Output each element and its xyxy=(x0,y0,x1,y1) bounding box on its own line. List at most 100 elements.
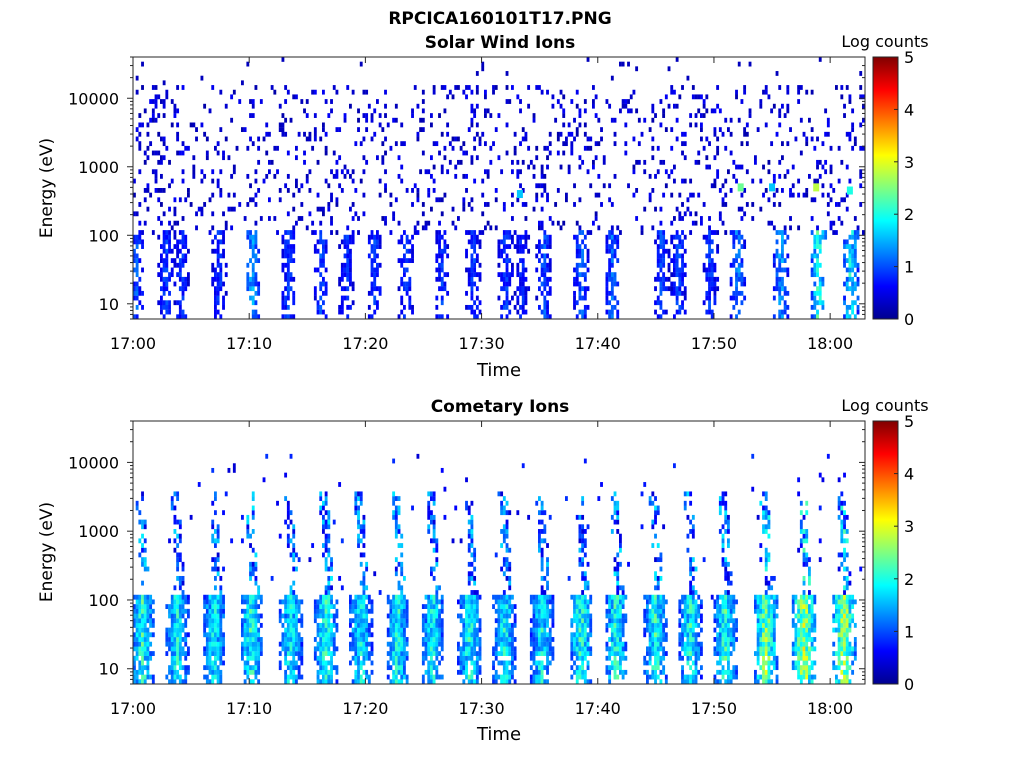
spectrogram-cell xyxy=(351,286,355,292)
spectrogram-cell xyxy=(394,141,398,147)
spectrogram-cell xyxy=(538,622,541,628)
spectrogram-cell xyxy=(575,599,579,605)
spectrogram-cell xyxy=(438,632,441,638)
spectrogram-cell xyxy=(135,304,139,310)
spectrogram-cell xyxy=(575,314,579,320)
spectrogram-cell xyxy=(435,543,439,548)
spectrogram-cell xyxy=(254,276,258,282)
spectrogram-cell xyxy=(845,304,849,310)
spectrogram-cell xyxy=(440,646,444,652)
spectrogram-cell xyxy=(475,258,479,264)
spectrogram-cell xyxy=(397,660,401,666)
spectrogram-cell xyxy=(416,192,420,198)
spectrogram-cell xyxy=(184,608,188,614)
spectrogram-cell xyxy=(621,61,625,67)
spectrogram-cell xyxy=(251,618,255,624)
spectrogram-cell xyxy=(173,258,177,264)
spectrogram-cell xyxy=(405,599,409,605)
spectrogram-cell xyxy=(648,613,652,619)
spectrogram-cell xyxy=(222,510,225,516)
spectrogram-cell xyxy=(511,85,514,90)
spectrogram-cell xyxy=(178,637,182,642)
spectrogram-cell xyxy=(184,618,188,624)
spectrogram-cell xyxy=(662,234,666,240)
spectrogram-cell xyxy=(735,276,738,282)
spectrogram-cell xyxy=(616,519,620,525)
spectrogram-cell xyxy=(465,594,468,600)
spectrogram-cell xyxy=(208,627,212,633)
spectrogram-cell xyxy=(548,651,552,656)
spectrogram-cell xyxy=(473,244,477,249)
spectrogram-cell xyxy=(216,239,220,245)
spectrogram-cell xyxy=(516,510,520,516)
spectrogram-cell xyxy=(484,141,487,147)
spectrogram-cell xyxy=(646,613,649,619)
spectrogram-cell xyxy=(551,651,555,656)
spectrogram-cell xyxy=(656,169,660,175)
spectrogram-cell xyxy=(673,281,676,287)
spectrogram-cell xyxy=(249,99,252,104)
spectrogram-cell xyxy=(392,216,396,221)
spectrogram-cell xyxy=(149,599,153,605)
spectrogram-cell xyxy=(365,674,369,680)
spectrogram-cell xyxy=(470,613,474,619)
spectrogram-cell xyxy=(565,136,568,142)
spectrogram-cell xyxy=(697,192,701,198)
spectrogram-cell xyxy=(203,651,207,656)
spectrogram-cell xyxy=(222,608,225,614)
spectrogram-cell xyxy=(143,632,147,638)
spectrogram-cell xyxy=(654,679,657,685)
spectrogram-cell xyxy=(178,655,182,661)
spectrogram-cell xyxy=(373,300,377,306)
spectrogram-cell xyxy=(516,239,520,245)
spectrogram-cell xyxy=(403,660,406,666)
spectrogram-cell xyxy=(451,206,455,212)
spectrogram-cell xyxy=(613,239,617,245)
spectrogram-cell xyxy=(662,276,666,282)
spectrogram-cell xyxy=(467,632,471,638)
spectrogram-cell xyxy=(173,103,177,109)
spectrogram-cell xyxy=(459,599,463,605)
spectrogram-cell xyxy=(473,309,477,315)
spectrogram-cell xyxy=(470,599,474,605)
spectrogram-cell xyxy=(173,220,177,226)
spectrogram-cell xyxy=(143,627,147,633)
spectrogram-cell xyxy=(478,622,482,628)
spectrogram-cell xyxy=(292,533,296,539)
spectrogram-cell xyxy=(362,113,366,118)
spectrogram-cell xyxy=(818,234,822,240)
spectrogram-cell xyxy=(357,646,360,652)
spectrogram-cell xyxy=(397,510,401,516)
spectrogram-cell xyxy=(845,314,849,320)
spectrogram-cell xyxy=(500,239,504,245)
spectrogram-cell xyxy=(251,281,255,287)
spectrogram-cell xyxy=(362,575,366,581)
spectrogram-cell xyxy=(716,230,720,235)
spectrogram-cell xyxy=(216,641,220,647)
spectrogram-cell xyxy=(470,230,474,235)
spectrogram-cell xyxy=(394,529,398,534)
spectrogram-cell xyxy=(173,655,177,661)
spectrogram-cell xyxy=(389,632,393,638)
spectrogram-cell xyxy=(570,646,574,652)
spectrogram-cell xyxy=(586,665,590,671)
spectrogram-cell xyxy=(424,651,428,656)
spectrogram-cell xyxy=(843,258,846,264)
spectrogram-cell xyxy=(467,627,471,633)
spectrogram-cell xyxy=(470,618,474,624)
spectrogram-cell xyxy=(508,646,512,652)
spectrogram-cell xyxy=(654,622,657,628)
spectrogram-cell xyxy=(327,618,331,624)
spectrogram-cell xyxy=(327,202,331,207)
spectrogram-cell xyxy=(621,594,625,600)
spectrogram-cell xyxy=(208,197,212,203)
spectrogram-cell xyxy=(141,561,144,567)
spectrogram-cell xyxy=(313,127,317,133)
spectrogram-cell xyxy=(467,646,471,652)
spectrogram-cell xyxy=(532,113,536,118)
spectrogram-cell xyxy=(494,225,498,231)
spectrogram-cell xyxy=(556,136,560,142)
spectrogram-cell xyxy=(497,155,501,161)
spectrogram-cell xyxy=(151,230,155,235)
spectrogram-cell xyxy=(624,150,628,156)
